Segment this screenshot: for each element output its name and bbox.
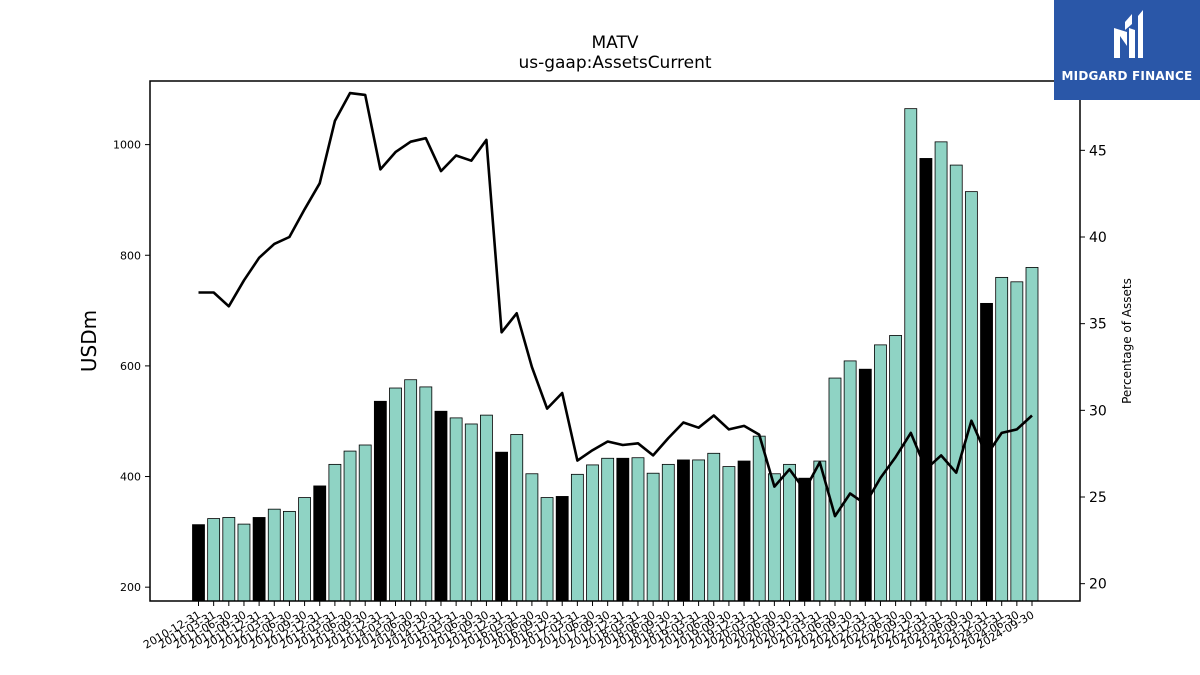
y2-tick-label: 35 xyxy=(1089,317,1107,333)
y2-tick-label: 30 xyxy=(1089,403,1107,419)
y2-tick-label: 25 xyxy=(1089,490,1107,506)
bar xyxy=(828,377,842,602)
bar xyxy=(207,518,221,602)
bar xyxy=(661,463,675,602)
logo-text: MIDGARD FINANCE xyxy=(1061,69,1193,83)
bar xyxy=(934,141,948,602)
bar xyxy=(298,497,311,602)
bar xyxy=(601,457,615,602)
bar xyxy=(389,387,402,602)
bar xyxy=(237,523,251,602)
bar xyxy=(192,524,205,602)
bar xyxy=(419,386,433,602)
bar xyxy=(540,497,554,602)
bar xyxy=(283,510,296,602)
series-line xyxy=(198,91,1033,518)
y2-tick-label: 40 xyxy=(1089,230,1107,246)
y-tick-label: 200 xyxy=(120,581,141,594)
bar xyxy=(858,368,872,602)
bar xyxy=(767,473,781,602)
y-tick-label: 800 xyxy=(120,249,141,262)
bar xyxy=(692,459,705,602)
bar xyxy=(737,460,751,602)
bar xyxy=(510,434,524,602)
bar xyxy=(677,459,690,602)
bar xyxy=(373,400,387,602)
bar xyxy=(313,485,327,602)
bar xyxy=(798,477,812,602)
bar xyxy=(631,457,645,602)
bar xyxy=(919,158,933,602)
bar xyxy=(949,164,963,602)
bar xyxy=(722,466,736,602)
plot-frame xyxy=(149,80,1081,602)
bar xyxy=(1025,267,1039,602)
brand-logo: MIDGARD FINANCE xyxy=(1054,0,1200,100)
bar xyxy=(570,473,584,602)
bar xyxy=(980,302,993,602)
bar xyxy=(222,517,236,602)
bar xyxy=(434,410,448,602)
y2-axis-label: Percentage of Assets xyxy=(1120,278,1134,404)
bar xyxy=(449,417,463,602)
bar xyxy=(252,517,266,602)
bar xyxy=(586,464,599,602)
bar xyxy=(752,435,766,602)
bar xyxy=(358,444,372,602)
bar xyxy=(464,423,478,602)
y-tick-label: 400 xyxy=(120,471,141,484)
bar xyxy=(525,473,539,602)
bar xyxy=(328,463,342,602)
bar xyxy=(707,452,721,602)
bar xyxy=(964,191,978,602)
plot-area: 20040060080010002025303540452010-12-3120… xyxy=(113,80,1107,652)
y-tick-label: 600 xyxy=(120,360,141,373)
y-tick-label: 1000 xyxy=(113,139,141,152)
bar xyxy=(495,451,508,602)
midgard-mi-monogram-icon xyxy=(1114,10,1143,58)
bar xyxy=(889,335,903,602)
y-axis-label: USDm xyxy=(77,310,101,372)
y2-tick-label: 45 xyxy=(1089,143,1107,159)
bar xyxy=(343,450,357,602)
bar xyxy=(616,457,630,602)
bar xyxy=(480,414,493,602)
bar xyxy=(843,360,857,602)
bar xyxy=(646,472,660,602)
bar xyxy=(267,508,281,602)
y2-tick-label: 20 xyxy=(1089,577,1107,593)
bar xyxy=(555,496,569,602)
bar xyxy=(783,463,796,602)
chart-title: MATV xyxy=(592,33,639,53)
bar xyxy=(404,379,418,602)
bar xyxy=(1010,281,1024,602)
chart-subtitle: us-gaap:AssetsCurrent xyxy=(518,53,711,73)
bar xyxy=(904,108,918,602)
